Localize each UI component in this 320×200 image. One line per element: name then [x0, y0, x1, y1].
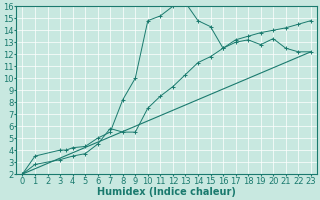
- X-axis label: Humidex (Indice chaleur): Humidex (Indice chaleur): [97, 187, 236, 197]
